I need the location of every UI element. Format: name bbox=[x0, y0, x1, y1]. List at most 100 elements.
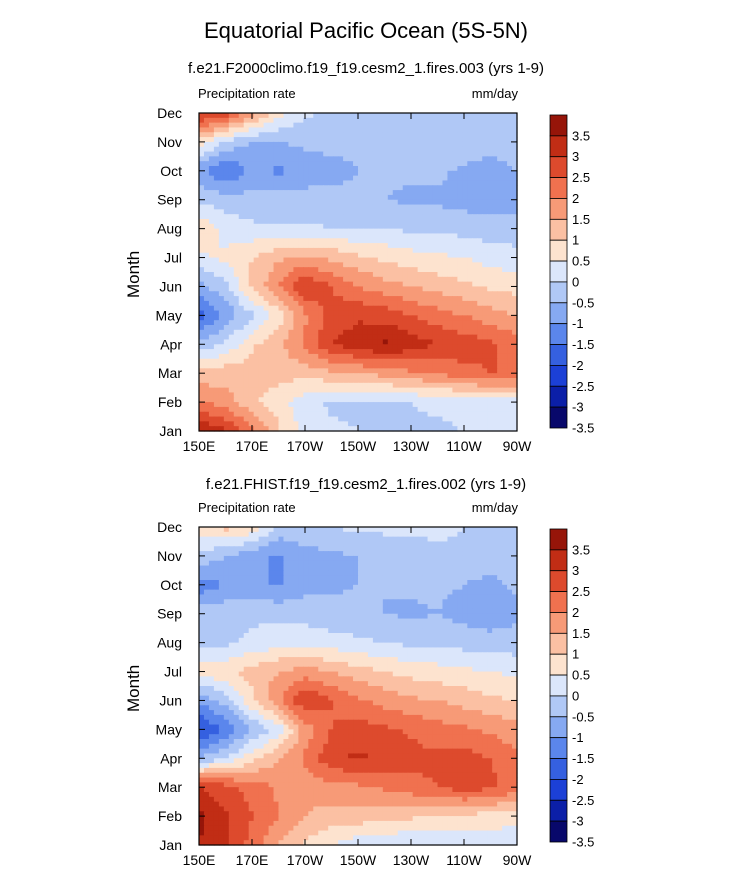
field-cell bbox=[397, 565, 404, 571]
field-cell bbox=[318, 325, 324, 331]
field-cell bbox=[263, 223, 270, 230]
field-cell bbox=[427, 353, 434, 360]
field-cell bbox=[417, 344, 424, 350]
field-cell bbox=[323, 272, 329, 278]
field-cell bbox=[318, 204, 324, 210]
field-cell bbox=[422, 382, 429, 389]
field-cell bbox=[507, 146, 513, 153]
field-cell bbox=[407, 233, 414, 239]
field-cell bbox=[477, 127, 483, 133]
field-cell bbox=[228, 185, 235, 191]
field-cell bbox=[253, 329, 260, 336]
field-cell bbox=[358, 156, 364, 162]
field-cell bbox=[203, 310, 210, 316]
field-cell bbox=[422, 257, 429, 263]
field-cell bbox=[397, 291, 404, 297]
field-cell bbox=[253, 339, 260, 345]
field-cell bbox=[497, 233, 503, 239]
field-cell bbox=[482, 546, 488, 552]
field-cell bbox=[402, 570, 409, 576]
field-cell bbox=[502, 262, 508, 268]
field-cell bbox=[233, 252, 240, 259]
field-cell bbox=[377, 247, 384, 254]
field-cell bbox=[203, 113, 210, 119]
field-cell bbox=[273, 373, 280, 379]
field-cell bbox=[497, 161, 503, 167]
field-cell bbox=[397, 219, 404, 225]
field-cell bbox=[397, 185, 404, 191]
field-cell bbox=[367, 180, 374, 186]
field-cell bbox=[223, 257, 230, 263]
field-cell bbox=[308, 194, 314, 201]
field-cell bbox=[318, 300, 324, 307]
field-cell bbox=[477, 185, 483, 191]
field-cell bbox=[482, 291, 488, 297]
field-cell bbox=[412, 272, 419, 278]
field-cell bbox=[437, 204, 444, 210]
field-cell bbox=[303, 382, 309, 389]
field-cell bbox=[382, 113, 389, 119]
field-cell bbox=[208, 117, 215, 124]
field-cell bbox=[268, 175, 275, 182]
field-cell bbox=[362, 146, 369, 153]
field-cell bbox=[372, 320, 379, 326]
field-cell bbox=[417, 233, 424, 239]
field-cell bbox=[273, 233, 280, 239]
field-cell bbox=[432, 349, 439, 355]
field-cell bbox=[318, 267, 324, 273]
field-cell bbox=[437, 546, 444, 552]
field-cell bbox=[248, 180, 255, 186]
field-cell bbox=[273, 156, 280, 162]
field-cell bbox=[467, 243, 473, 249]
field-cell bbox=[248, 151, 255, 157]
field-cell bbox=[338, 387, 344, 394]
field-cell bbox=[477, 267, 483, 273]
field-cell bbox=[427, 551, 434, 557]
field-cell bbox=[238, 368, 245, 374]
field-cell bbox=[323, 349, 329, 355]
field-cell bbox=[377, 267, 384, 273]
field-cell bbox=[422, 329, 429, 336]
field-cell bbox=[223, 238, 230, 244]
field-cell bbox=[343, 329, 349, 336]
field-cell bbox=[442, 257, 449, 263]
field-cell bbox=[462, 113, 468, 119]
field-cell bbox=[348, 161, 354, 167]
field-cell bbox=[228, 156, 235, 162]
field-cell bbox=[382, 296, 389, 302]
field-cell bbox=[233, 310, 240, 316]
field-cell bbox=[407, 185, 414, 191]
field-cell bbox=[208, 199, 215, 206]
field-cell bbox=[199, 113, 205, 119]
field-cell bbox=[482, 127, 488, 133]
field-cell bbox=[442, 175, 449, 182]
field-cell bbox=[482, 344, 488, 350]
field-cell bbox=[507, 272, 513, 278]
field-cell bbox=[432, 214, 439, 220]
field-cell bbox=[298, 122, 304, 129]
field-cell bbox=[238, 204, 245, 210]
field-cell bbox=[263, 382, 270, 389]
field-cell bbox=[377, 344, 384, 350]
field-cell bbox=[218, 387, 225, 394]
field-cell bbox=[308, 204, 314, 210]
field-cell bbox=[358, 122, 364, 129]
field-cell bbox=[358, 262, 364, 268]
field-cell bbox=[437, 257, 444, 263]
field-cell bbox=[258, 541, 265, 547]
field-cell bbox=[313, 570, 319, 576]
field-cell bbox=[343, 141, 349, 148]
field-cell bbox=[348, 286, 354, 292]
field-cell bbox=[477, 170, 483, 177]
field-cell bbox=[412, 565, 419, 571]
field-cell bbox=[308, 190, 314, 196]
field-cell bbox=[422, 127, 429, 133]
field-cell bbox=[243, 344, 250, 350]
field-cell bbox=[328, 291, 334, 297]
field-cell bbox=[338, 204, 344, 210]
field-cell bbox=[273, 262, 280, 268]
field-cell bbox=[462, 560, 468, 567]
field-cell bbox=[263, 132, 270, 138]
field-cell bbox=[348, 368, 354, 374]
